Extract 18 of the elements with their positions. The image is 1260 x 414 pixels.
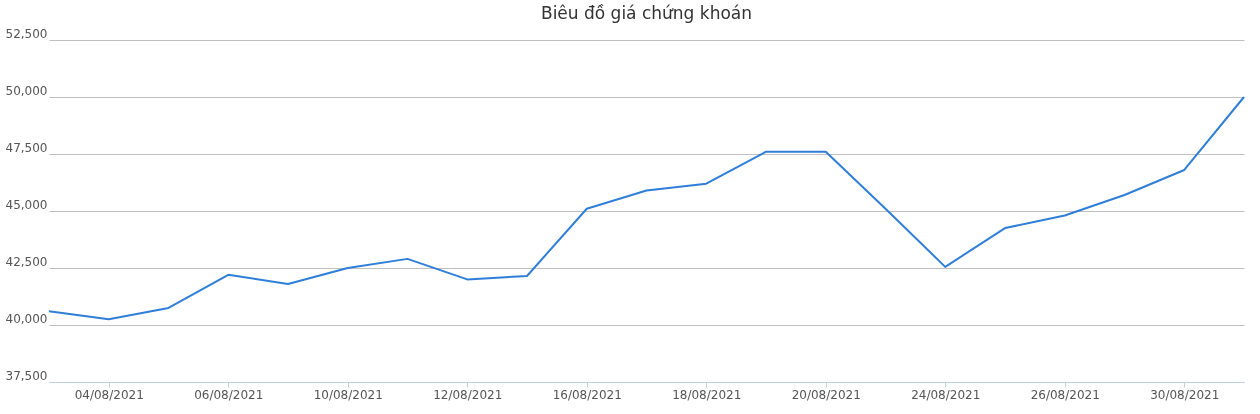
y-tick-label: 50,000 [5,83,48,98]
x-tick-label: 24/08/2021 [911,387,981,402]
x-tick-label: 04/08/2021 [74,387,144,402]
x-tick-label: 06/08/2021 [194,387,264,402]
y-tick-label: 37,500 [5,368,48,383]
y-tick-label: 42,500 [5,254,48,269]
x-tick-label: 30/08/2021 [1150,387,1220,402]
y-tick-label: 52,500 [5,26,48,41]
y-tick-label: 40,000 [5,311,48,326]
x-tick-label: 26/08/2021 [1030,387,1100,402]
x-tick-label: 20/08/2021 [791,387,861,402]
chart-title: Biêu đồ giá chứng khoán [540,3,753,23]
x-tick-label: 18/08/2021 [672,387,742,402]
x-tick-label: 12/08/2021 [433,387,503,402]
x-tick-label: 16/08/2021 [552,387,622,402]
y-tick-label: 47,500 [5,140,48,155]
x-tick-label: 10/08/2021 [313,387,383,402]
y-tick-label: 45,000 [5,197,48,212]
